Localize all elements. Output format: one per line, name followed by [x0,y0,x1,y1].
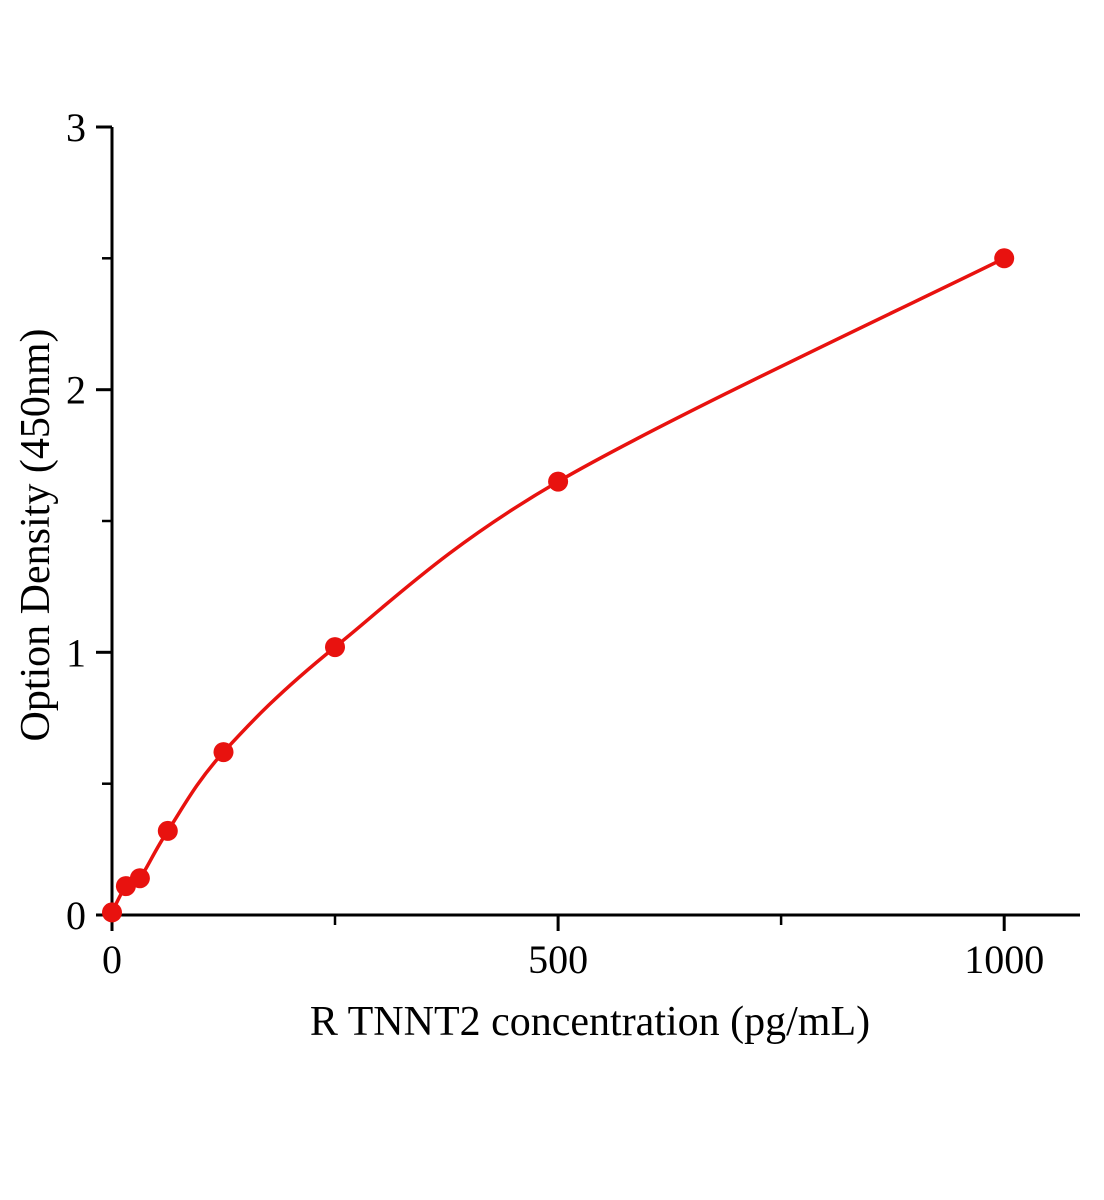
data-point-marker [325,637,345,658]
x-tick-label: 0 [102,937,122,982]
y-axis-title: Option Density (450nm) [13,328,59,742]
y-tick-label: 2 [66,368,86,413]
y-tick-label: 0 [66,893,86,938]
standard-curve-line [110,256,1006,915]
data-point-marker [102,902,122,923]
x-axis-title: R TNNT2 concentration (pg/mL) [309,999,871,1045]
data-point-marker [994,248,1015,269]
y-tick-label: 1 [66,630,86,675]
x-tick-label: 1000 [964,937,1044,982]
data-point-marker [213,742,234,763]
data-point-marker [129,868,150,889]
data-point-marker [157,820,178,841]
x-tick-label: 500 [528,937,588,982]
y-tick-label: 3 [66,105,86,150]
data-point-marker [548,471,569,492]
